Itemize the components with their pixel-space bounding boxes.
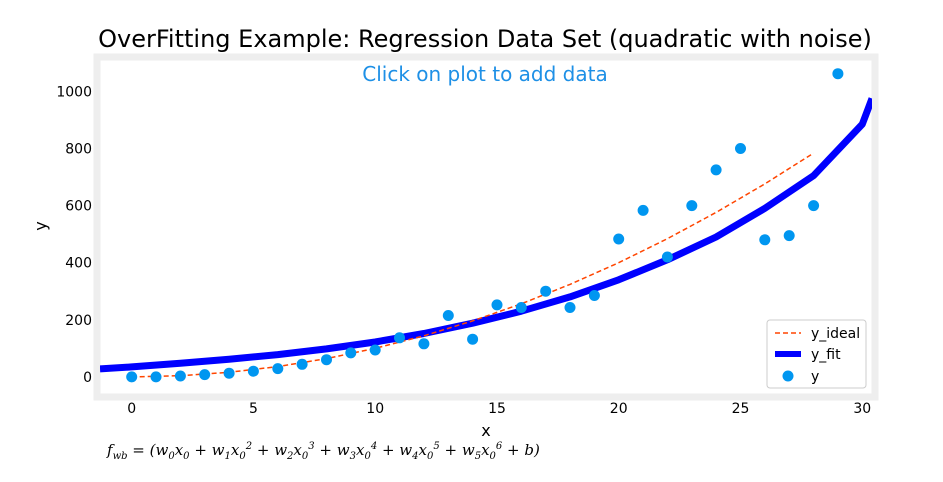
data-point (150, 371, 162, 383)
model-formula: fwb = (w0x0 + w1x02 + w2x03 + w3x04 + w4… (107, 441, 540, 462)
data-point (369, 344, 381, 356)
y-tick-label: 800 (65, 142, 92, 158)
data-point (296, 358, 308, 370)
data-point (735, 143, 746, 154)
data-point (540, 285, 552, 297)
data-point (759, 234, 771, 246)
data-point (345, 347, 357, 359)
data-point (637, 204, 649, 216)
data-point (783, 230, 795, 242)
x-tick-label: 25 (732, 401, 750, 417)
x-tick-label: 10 (366, 401, 384, 417)
data-point (418, 338, 430, 350)
chart-title: OverFitting Example: Regression Data Set… (98, 25, 872, 53)
y-tick-label: 600 (65, 199, 92, 215)
data-point (686, 200, 698, 212)
x-tick-label: 20 (610, 401, 628, 417)
series-line-y-fit (100, 97, 872, 373)
data-point (174, 370, 186, 382)
y-tick-label: 0 (83, 370, 92, 386)
data-point (613, 233, 625, 245)
x-tick-label: 15 (488, 401, 506, 417)
data-point (661, 251, 673, 263)
plot-area[interactable] (100, 68, 872, 383)
data-point (223, 367, 235, 379)
formula-text: fwb = (w0x0 + w1x02 + w2x03 + w3x04 + w4… (107, 441, 540, 462)
data-point (515, 302, 527, 313)
x-tick-label: 30 (853, 401, 871, 417)
y-axis-label: y (31, 221, 50, 230)
x-axis-ticks: 0 5 10 15 20 25 30 (127, 401, 871, 417)
x-tick-label: 5 (249, 401, 258, 417)
data-point (832, 68, 844, 80)
data-point (442, 310, 454, 321)
data-point (467, 333, 479, 345)
data-point (564, 302, 576, 313)
series-line-y-ideal (131, 152, 815, 378)
legend-label-y-ideal: y_ideal (811, 326, 860, 342)
legend-label-y: y (811, 369, 819, 385)
legend-label-y-fit: y_fit (811, 347, 841, 363)
y-tick-label: 400 (65, 256, 92, 272)
data-point (394, 332, 405, 344)
data-point (272, 363, 284, 375)
data-point (588, 290, 600, 301)
legend: y_ideal y_fit y (766, 319, 867, 389)
data-point (199, 369, 211, 381)
legend-key-y (782, 370, 794, 382)
data-point (710, 164, 722, 176)
plot-frame (93, 53, 879, 401)
y-tick-label: 200 (65, 313, 92, 329)
data-point (321, 354, 332, 366)
y-axis-ticks: 0 200 400 600 800 1000 (56, 84, 92, 386)
data-point (126, 371, 138, 383)
legend-box (766, 319, 867, 389)
data-point (247, 365, 259, 377)
x-tick-label: 0 (127, 401, 136, 417)
data-point (491, 299, 503, 311)
x-axis-label: x (481, 421, 490, 440)
y-tick-label: 1000 (56, 84, 92, 100)
data-point (808, 200, 820, 212)
chart-subtitle: Click on plot to add data (362, 62, 607, 86)
